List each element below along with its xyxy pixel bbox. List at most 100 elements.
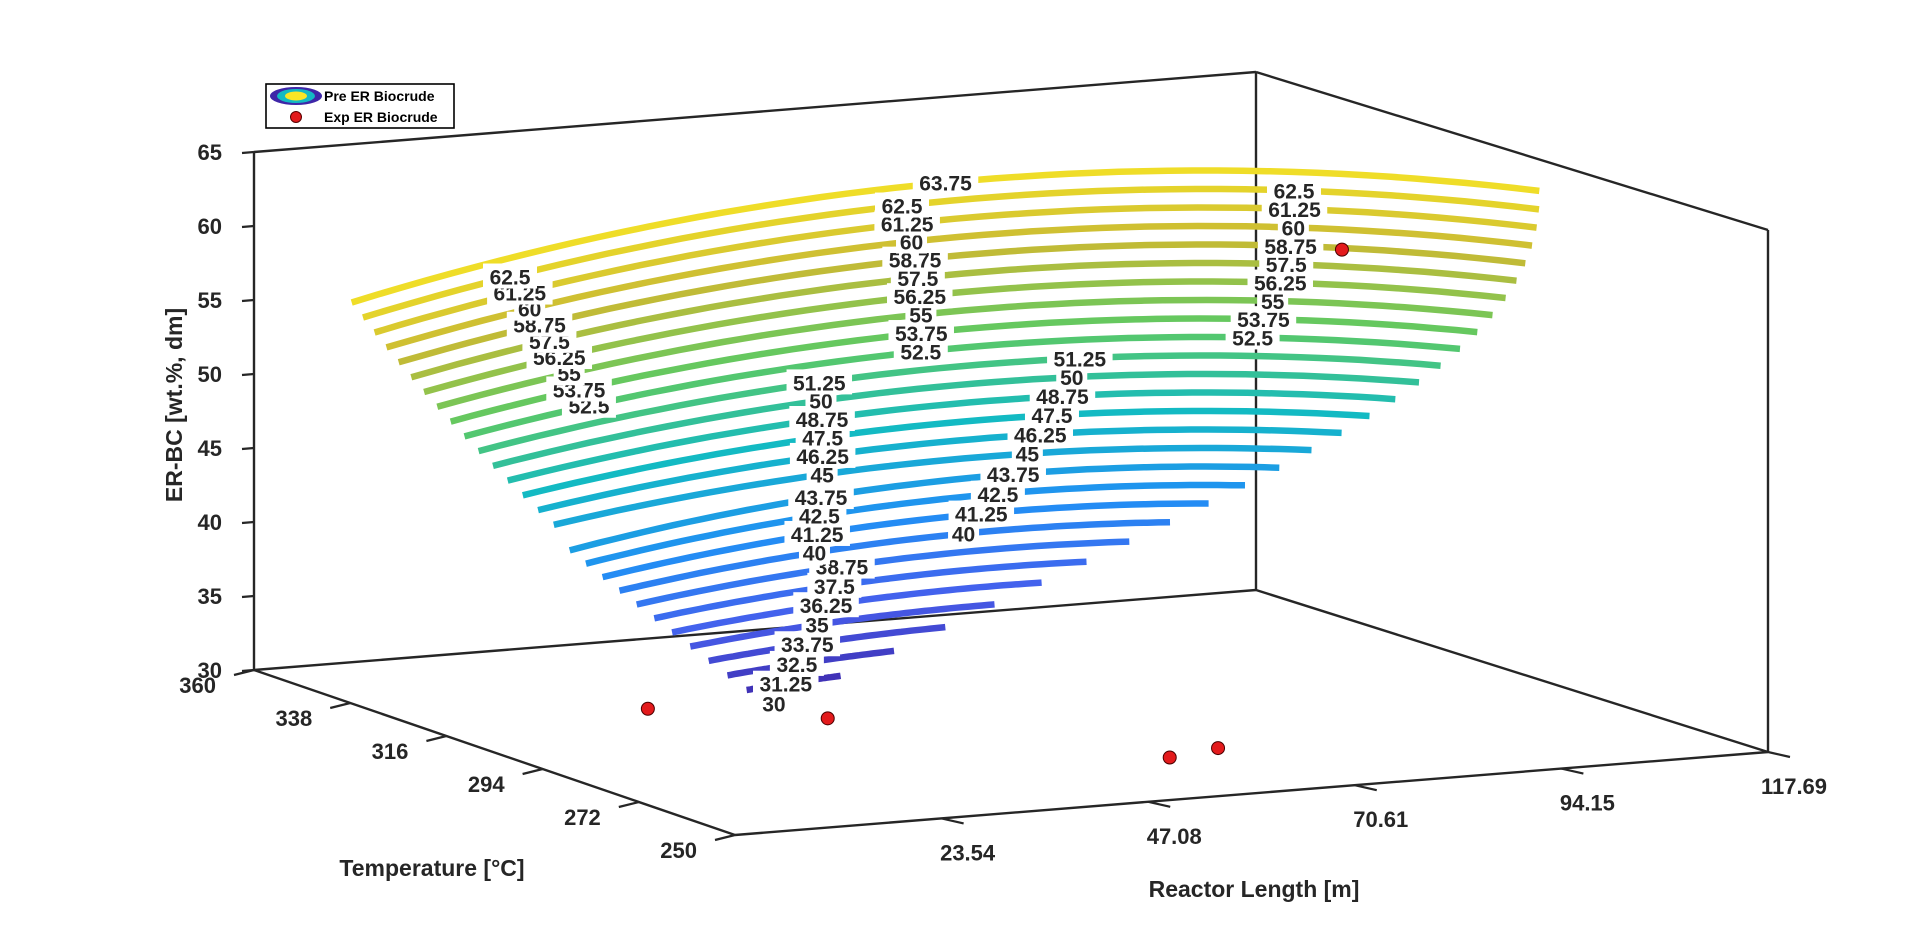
z-tick-label: 55 bbox=[198, 288, 222, 313]
contour-label: 43.75 bbox=[795, 487, 848, 510]
contour-label: 32.5 bbox=[776, 654, 817, 677]
contour-line bbox=[522, 407, 1370, 499]
contour-line bbox=[601, 500, 1209, 581]
z-tick-mark bbox=[241, 520, 255, 525]
contour-line bbox=[568, 463, 1280, 554]
contour-label: 31.25 bbox=[759, 674, 812, 697]
experimental-point bbox=[820, 711, 835, 726]
temperature-tick-label: 250 bbox=[660, 838, 697, 863]
legend-contour-icon bbox=[270, 87, 322, 105]
contour-label: 52.5 bbox=[1232, 327, 1273, 350]
contour-label: 37.5 bbox=[814, 576, 855, 599]
contour-line bbox=[410, 259, 1517, 381]
contour-line bbox=[585, 481, 1246, 567]
axis-line-floor-back-left bbox=[253, 588, 1257, 672]
contour-line bbox=[373, 204, 1537, 336]
length-axis-label: Reactor Length [m] bbox=[1149, 876, 1360, 902]
experimental-points bbox=[640, 242, 1349, 765]
length-tick-mark bbox=[941, 817, 964, 825]
contour-line bbox=[618, 518, 1171, 594]
contour-line bbox=[436, 296, 1493, 410]
experimental-point bbox=[640, 701, 655, 716]
length-tick-label: 47.08 bbox=[1147, 824, 1202, 849]
legend-label-exp: Exp ER Biocrude bbox=[324, 109, 438, 125]
z-tick-label: 45 bbox=[198, 436, 222, 461]
contour-label: 57.5 bbox=[897, 268, 938, 291]
contour-label: 40 bbox=[952, 524, 975, 547]
contour-label-bg bbox=[1267, 177, 1321, 203]
legend-red-dot-icon bbox=[290, 111, 302, 123]
temperature-tick-label: 316 bbox=[372, 739, 409, 764]
contour-label: 50 bbox=[1060, 367, 1083, 390]
experimental-point bbox=[1162, 750, 1177, 765]
axis-line-floor-back-right bbox=[1255, 588, 1769, 754]
temperature-tick-mark bbox=[618, 800, 640, 809]
contour-line bbox=[423, 278, 1506, 396]
contour-label: 51.25 bbox=[1054, 348, 1107, 371]
contour-label: 52.5 bbox=[569, 396, 610, 419]
temperature-tick-label: 272 bbox=[564, 805, 601, 830]
legend: Pre ER Biocrude Exp ER Biocrude bbox=[265, 83, 455, 129]
temperature-tick-mark bbox=[714, 833, 736, 842]
length-tick-mark bbox=[1354, 784, 1378, 792]
contour-label: 40 bbox=[803, 543, 826, 566]
length-tick-label: 23.54 bbox=[940, 840, 996, 865]
axis-line-back-top bbox=[253, 70, 1257, 154]
contour-label: 60 bbox=[900, 232, 923, 255]
experimental-point bbox=[1211, 741, 1226, 756]
axis-line-back-right-top bbox=[1255, 70, 1769, 232]
z-tick-mark bbox=[241, 594, 255, 599]
contour-label: 56.25 bbox=[1254, 273, 1307, 296]
contour-label: 33.75 bbox=[781, 634, 834, 657]
temperature-tick-label: 338 bbox=[275, 706, 312, 731]
temperature-axis-ticks: 250 272 294 316 338 360 bbox=[179, 668, 736, 863]
contour-label: 58.75 bbox=[889, 250, 942, 273]
contour-label: 55 bbox=[1261, 291, 1285, 314]
contour-label-bg bbox=[912, 169, 979, 195]
z-tick-mark bbox=[241, 372, 255, 377]
contour-label-bg bbox=[1047, 345, 1113, 371]
contour-label-bg bbox=[786, 369, 853, 395]
length-tick-label: 94.15 bbox=[1560, 791, 1615, 816]
contour-label: 45 bbox=[1016, 444, 1040, 467]
contour-label: 53.75 bbox=[895, 323, 948, 346]
contour-label: 62.5 bbox=[882, 196, 923, 219]
z-axis-ticks: 30 35 40 45 50 55 60 65 bbox=[198, 140, 255, 683]
contour-label: 50 bbox=[809, 391, 832, 414]
z-axis-label: ER-BC [wt.%, dm] bbox=[161, 308, 187, 502]
contour-label: 43.75 bbox=[987, 464, 1040, 487]
experimental-point bbox=[1334, 242, 1349, 257]
z-tick-label: 40 bbox=[198, 510, 222, 535]
contour-label: 47.5 bbox=[802, 427, 843, 450]
contour-line bbox=[635, 538, 1130, 608]
contour-label: 58.75 bbox=[1264, 236, 1317, 259]
contour-label: 63.75 bbox=[919, 173, 972, 196]
contour-label: 47.5 bbox=[1032, 405, 1073, 428]
contour-line bbox=[537, 426, 1342, 514]
temperature-axis-label: Temperature [°C] bbox=[339, 855, 524, 881]
z-tick-mark bbox=[241, 224, 255, 229]
temperature-tick-mark bbox=[522, 767, 543, 776]
contour-line bbox=[362, 185, 1540, 321]
length-tick-mark bbox=[1147, 800, 1171, 808]
contour-line bbox=[689, 601, 995, 650]
contour-label: 62.5 bbox=[1274, 180, 1315, 203]
contour-line bbox=[506, 389, 1396, 484]
contour-label: 35 bbox=[805, 615, 829, 638]
legend-label-pre: Pre ER Biocrude bbox=[324, 88, 435, 104]
z-tick-mark bbox=[241, 446, 255, 451]
temperature-tick-mark bbox=[233, 668, 255, 677]
contour-line bbox=[463, 333, 1461, 440]
contour-label-bg bbox=[875, 192, 929, 218]
contour-label: 30 bbox=[762, 694, 785, 717]
contour-line bbox=[653, 558, 1087, 622]
contour-label: 61.25 bbox=[1268, 199, 1321, 222]
contour-label: 57.5 bbox=[1266, 254, 1307, 277]
contour-label: 41.25 bbox=[955, 504, 1008, 527]
temperature-tick-label: 294 bbox=[468, 772, 505, 797]
z-tick-mark bbox=[241, 298, 255, 303]
contour-label: 36.25 bbox=[800, 595, 853, 618]
contour-label: 46.25 bbox=[796, 446, 849, 469]
z-tick-label: 60 bbox=[198, 214, 222, 239]
